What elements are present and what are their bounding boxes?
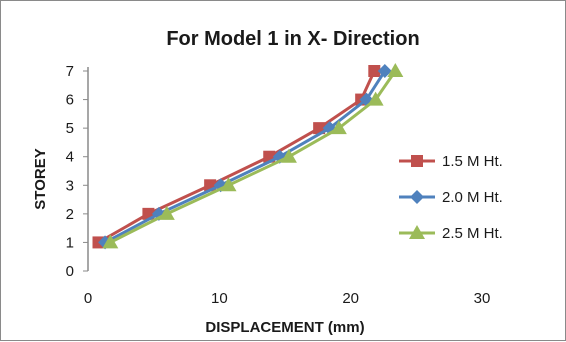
series-line bbox=[97, 70, 376, 244]
series-3 bbox=[102, 63, 404, 249]
y-tick-label: 3 bbox=[66, 177, 74, 194]
y-tick-label: 7 bbox=[66, 63, 74, 80]
x-tick-label: 0 bbox=[84, 290, 92, 307]
data-point bbox=[220, 177, 237, 192]
legend-marker bbox=[409, 225, 425, 239]
legend-marker bbox=[411, 155, 423, 167]
x-tick-label: 20 bbox=[342, 290, 359, 307]
data-point bbox=[377, 64, 392, 78]
data-point bbox=[387, 63, 404, 77]
y-tick-label: 4 bbox=[66, 149, 74, 166]
chart-title: For Model 1 in X- Direction bbox=[166, 28, 419, 50]
axes: 0 1 2 3 4 5 6 7 0 10 20 30 bbox=[66, 63, 491, 307]
legend-label: 2.0 M Ht. bbox=[442, 189, 503, 206]
data-point bbox=[102, 234, 119, 249]
legend-marker bbox=[410, 190, 424, 204]
data-point bbox=[280, 148, 297, 163]
data-point bbox=[330, 120, 347, 135]
x-tick-label: 10 bbox=[211, 290, 228, 307]
y-tick-label: 6 bbox=[66, 92, 74, 109]
y-axis-title: STOREY bbox=[32, 148, 49, 209]
data-point bbox=[158, 205, 175, 220]
x-tick-label: 30 bbox=[474, 290, 491, 307]
series-layer bbox=[92, 63, 404, 250]
y-tick-label: 2 bbox=[66, 206, 74, 223]
y-tick-label: 0 bbox=[66, 263, 74, 280]
legend-item: 1.5 M Ht. bbox=[399, 153, 503, 170]
legend-item: 2.5 M Ht. bbox=[399, 225, 503, 242]
legend-label: 2.5 M Ht. bbox=[442, 225, 503, 242]
series-2 bbox=[98, 64, 392, 250]
legend-item: 2.0 M Ht. bbox=[399, 189, 503, 206]
legend: 1.5 M Ht. 2.0 M Ht. 2.5 M Ht. bbox=[399, 153, 503, 242]
x-axis-title: DISPLACEMENT (mm) bbox=[205, 319, 364, 336]
series-1 bbox=[92, 65, 381, 249]
y-tick-label: 1 bbox=[66, 234, 74, 251]
legend-label: 1.5 M Ht. bbox=[442, 153, 503, 170]
y-tick-label: 5 bbox=[66, 120, 74, 137]
data-point bbox=[313, 122, 326, 135]
data-point bbox=[367, 91, 384, 106]
data-point bbox=[368, 65, 381, 77]
